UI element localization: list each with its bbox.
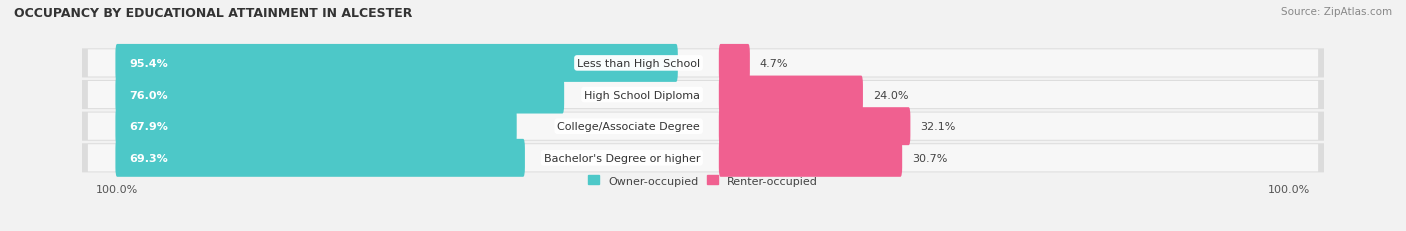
FancyBboxPatch shape — [115, 76, 564, 114]
FancyBboxPatch shape — [87, 113, 1319, 140]
FancyBboxPatch shape — [718, 139, 903, 177]
FancyBboxPatch shape — [115, 139, 524, 177]
FancyBboxPatch shape — [87, 145, 1319, 172]
Text: Less than High School: Less than High School — [576, 59, 700, 69]
Text: 4.7%: 4.7% — [759, 59, 789, 69]
FancyBboxPatch shape — [82, 144, 1324, 173]
Text: High School Diploma: High School Diploma — [583, 90, 700, 100]
FancyBboxPatch shape — [82, 49, 1324, 78]
Text: 32.1%: 32.1% — [921, 122, 956, 132]
FancyBboxPatch shape — [115, 45, 678, 82]
FancyBboxPatch shape — [718, 45, 749, 82]
FancyBboxPatch shape — [82, 81, 1324, 110]
Text: 24.0%: 24.0% — [873, 90, 908, 100]
Text: College/Associate Degree: College/Associate Degree — [557, 122, 700, 132]
Text: 76.0%: 76.0% — [129, 90, 167, 100]
FancyBboxPatch shape — [718, 108, 911, 146]
Text: OCCUPANCY BY EDUCATIONAL ATTAINMENT IN ALCESTER: OCCUPANCY BY EDUCATIONAL ATTAINMENT IN A… — [14, 7, 412, 20]
Text: 30.7%: 30.7% — [912, 153, 948, 163]
Text: 67.9%: 67.9% — [129, 122, 167, 132]
Text: Bachelor's Degree or higher: Bachelor's Degree or higher — [544, 153, 700, 163]
FancyBboxPatch shape — [718, 76, 863, 114]
FancyBboxPatch shape — [87, 82, 1319, 109]
Text: Source: ZipAtlas.com: Source: ZipAtlas.com — [1281, 7, 1392, 17]
Text: 69.3%: 69.3% — [129, 153, 167, 163]
Text: 95.4%: 95.4% — [129, 59, 167, 69]
Legend: Owner-occupied, Renter-occupied: Owner-occupied, Renter-occupied — [588, 176, 818, 186]
FancyBboxPatch shape — [115, 108, 517, 146]
FancyBboxPatch shape — [87, 50, 1319, 77]
FancyBboxPatch shape — [82, 112, 1324, 141]
